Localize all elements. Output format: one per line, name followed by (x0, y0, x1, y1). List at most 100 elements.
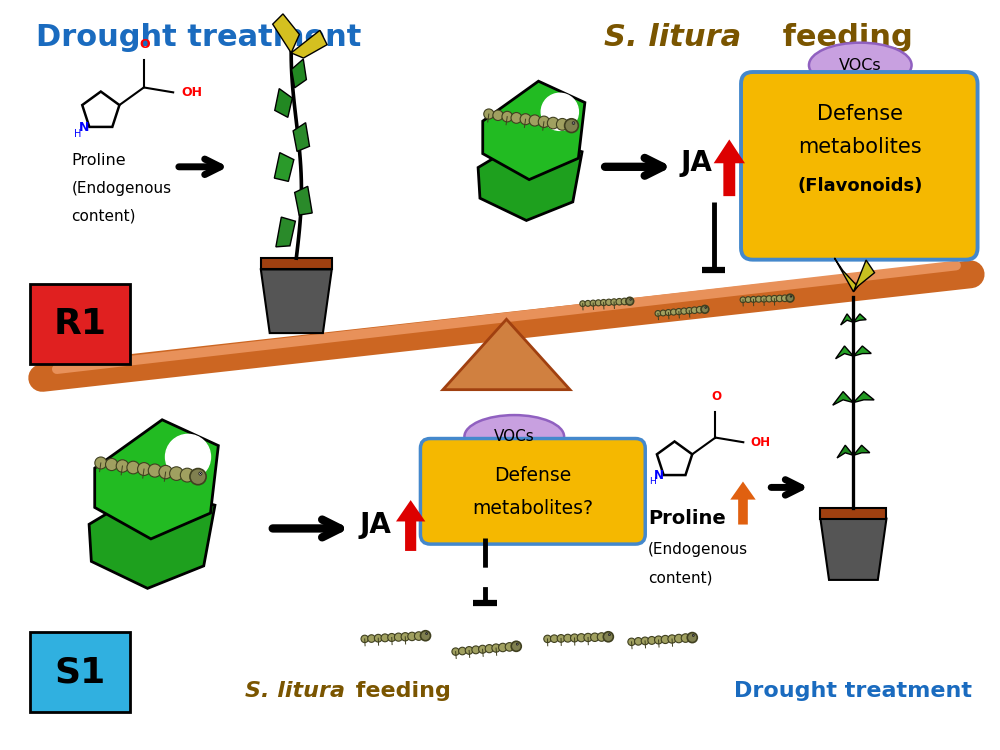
Polygon shape (834, 258, 858, 292)
Circle shape (603, 632, 613, 642)
Circle shape (686, 308, 692, 314)
Polygon shape (95, 420, 218, 539)
Circle shape (782, 295, 788, 302)
Circle shape (544, 635, 551, 643)
Polygon shape (833, 392, 853, 405)
Text: O: O (140, 38, 150, 51)
Circle shape (485, 644, 493, 652)
Circle shape (465, 646, 473, 654)
Polygon shape (820, 508, 886, 519)
Circle shape (776, 296, 783, 302)
Circle shape (408, 632, 416, 640)
Polygon shape (853, 446, 870, 455)
Circle shape (368, 634, 375, 642)
Polygon shape (730, 482, 756, 524)
Polygon shape (478, 137, 582, 220)
Circle shape (170, 466, 183, 481)
Circle shape (611, 298, 617, 305)
Circle shape (750, 296, 756, 302)
Circle shape (681, 634, 690, 642)
FancyBboxPatch shape (30, 632, 130, 712)
Circle shape (608, 634, 610, 635)
Text: S. litura: S. litura (604, 23, 741, 52)
Circle shape (692, 634, 694, 637)
Polygon shape (714, 140, 745, 196)
Circle shape (564, 634, 572, 642)
Circle shape (547, 117, 559, 129)
Text: Defense: Defense (494, 466, 571, 485)
Circle shape (756, 296, 762, 302)
Circle shape (648, 637, 656, 644)
Circle shape (597, 633, 606, 641)
Circle shape (550, 635, 558, 643)
Polygon shape (841, 314, 853, 325)
Polygon shape (293, 123, 309, 152)
Text: feeding: feeding (772, 23, 913, 52)
Circle shape (520, 114, 531, 125)
Circle shape (414, 632, 423, 640)
Polygon shape (89, 488, 215, 588)
FancyBboxPatch shape (741, 72, 978, 260)
Text: (Flavonoids): (Flavonoids) (798, 177, 923, 195)
Circle shape (381, 634, 389, 642)
Circle shape (696, 307, 703, 313)
Polygon shape (853, 392, 874, 403)
Ellipse shape (464, 415, 564, 458)
Text: content): content) (648, 571, 713, 586)
Circle shape (426, 632, 428, 634)
Circle shape (565, 118, 578, 133)
Circle shape (655, 310, 661, 316)
Circle shape (660, 310, 666, 316)
Circle shape (361, 635, 368, 643)
Circle shape (499, 644, 507, 652)
Circle shape (590, 300, 596, 306)
Circle shape (628, 638, 635, 646)
Circle shape (786, 294, 794, 302)
Polygon shape (853, 260, 875, 292)
Circle shape (675, 634, 683, 643)
Circle shape (740, 297, 746, 302)
Circle shape (493, 110, 503, 121)
Circle shape (573, 122, 574, 124)
Circle shape (529, 115, 540, 126)
Circle shape (516, 644, 518, 645)
Circle shape (502, 111, 512, 122)
Text: OH: OH (751, 436, 771, 448)
Circle shape (668, 634, 676, 644)
Circle shape (665, 310, 671, 316)
Text: S. litura: S. litura (245, 681, 345, 700)
Circle shape (584, 633, 592, 642)
Circle shape (655, 636, 663, 644)
Circle shape (661, 635, 669, 644)
Circle shape (374, 634, 382, 642)
Circle shape (200, 473, 201, 474)
Circle shape (180, 468, 194, 482)
Circle shape (505, 643, 514, 651)
Text: VOCs: VOCs (839, 58, 882, 73)
Circle shape (199, 472, 202, 476)
Text: OH: OH (181, 86, 202, 99)
Polygon shape (443, 320, 570, 390)
Text: Defense: Defense (817, 104, 903, 124)
Circle shape (127, 461, 140, 474)
Circle shape (621, 298, 628, 304)
Circle shape (572, 122, 575, 124)
Circle shape (459, 647, 466, 655)
Circle shape (577, 634, 585, 642)
Circle shape (591, 633, 599, 641)
Circle shape (511, 641, 521, 651)
Polygon shape (820, 519, 886, 580)
Circle shape (166, 434, 210, 479)
Circle shape (641, 637, 649, 645)
Circle shape (606, 299, 612, 305)
Polygon shape (261, 258, 332, 269)
Circle shape (701, 305, 709, 314)
Circle shape (538, 116, 550, 128)
Circle shape (671, 309, 677, 315)
Circle shape (116, 460, 129, 472)
Text: JA: JA (360, 511, 392, 538)
Polygon shape (853, 314, 866, 322)
Text: Drought treatment: Drought treatment (734, 681, 972, 700)
Circle shape (394, 633, 403, 641)
Circle shape (616, 298, 623, 305)
